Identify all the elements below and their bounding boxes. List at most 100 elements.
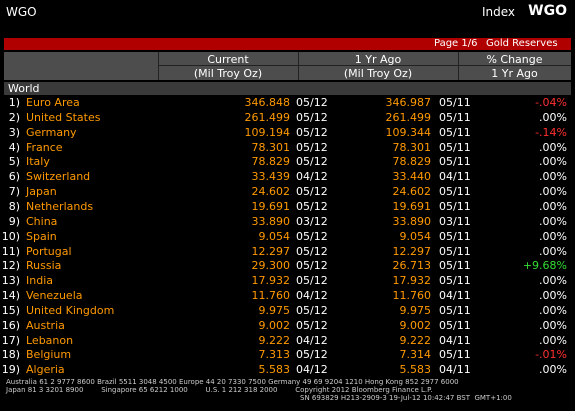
column-title: % Change <box>486 53 543 66</box>
year-ago-date: 05/11 <box>439 125 471 139</box>
percent-change: .00% <box>539 155 567 169</box>
year-ago-date: 05/11 <box>439 110 471 124</box>
year-ago-date: 05/11 <box>439 244 471 258</box>
percent-change: .00% <box>539 140 567 154</box>
current-date: 05/12 <box>296 110 328 124</box>
row-number: 14) <box>1 289 20 303</box>
row-number: 19) <box>1 363 20 377</box>
current-date: 03/12 <box>296 214 328 228</box>
divider <box>458 52 459 80</box>
current-value: 17.932 <box>251 274 291 288</box>
current-value: 5.583 <box>258 363 291 377</box>
year-ago-date: 04/11 <box>439 170 471 184</box>
year-ago-date: 05/11 <box>439 318 471 332</box>
percent-change: .00% <box>539 244 567 258</box>
year-ago-value: 26.713 <box>392 259 432 273</box>
current-date: 05/12 <box>296 274 328 288</box>
current-date: 05/12 <box>296 185 328 199</box>
row-number: 13) <box>1 274 20 288</box>
divider <box>298 52 299 80</box>
column-unit: (Mil Troy Oz) <box>343 67 413 80</box>
country: United States <box>26 110 101 124</box>
year-ago-date: 05/11 <box>439 229 471 243</box>
year-ago-date: 05/11 <box>439 185 471 199</box>
percent-change: .00% <box>539 110 567 124</box>
percent-change: .00% <box>539 333 567 347</box>
current-date: 04/12 <box>296 333 328 347</box>
current-date: 04/12 <box>296 170 328 184</box>
current-date: 04/12 <box>296 289 328 303</box>
footer-line: SN 693829 H213-2909-3 19-Jul-12 10:42:47… <box>300 394 512 402</box>
year-ago-value: 78.301 <box>392 140 432 154</box>
country: Austria <box>26 318 65 332</box>
percent-change: .00% <box>539 289 567 303</box>
year-ago-value: 109.344 <box>385 125 432 139</box>
row-number: 2) <box>8 110 20 124</box>
country: India <box>26 274 53 288</box>
ticker-left: WGO <box>6 5 37 19</box>
row-number: 4) <box>8 140 20 154</box>
footer-line: Japan 81 3 3201 8900 Singapore 65 6212 1… <box>6 386 433 394</box>
year-ago-date: 05/11 <box>439 259 471 273</box>
current-value: 78.829 <box>251 155 291 169</box>
country: Italy <box>26 155 50 169</box>
percent-change: .00% <box>539 318 567 332</box>
year-ago-date: 04/11 <box>439 289 471 303</box>
current-value: 78.301 <box>251 140 291 154</box>
country: Spain <box>26 229 57 243</box>
current-value: 24.602 <box>251 185 291 199</box>
current-value: 33.890 <box>251 214 291 228</box>
ticker-right: WGO <box>528 3 567 19</box>
row-number: 3) <box>8 125 20 139</box>
country: Euro Area <box>26 96 80 109</box>
current-value: 9.222 <box>258 333 291 347</box>
percent-change: .00% <box>539 199 567 213</box>
country: Netherlands <box>26 199 94 213</box>
current-date: 05/12 <box>296 318 328 332</box>
current-value: 12.297 <box>251 244 291 258</box>
current-value: 11.760 <box>251 289 291 303</box>
year-ago-value: 33.440 <box>392 170 432 184</box>
country: Germany <box>26 125 77 139</box>
year-ago-date: 04/11 <box>439 333 471 347</box>
current-value: 33.439 <box>251 170 291 184</box>
country: Japan <box>26 185 57 199</box>
percent-change: .00% <box>539 274 567 288</box>
current-value: 346.848 <box>244 96 291 109</box>
country: Portugal <box>26 244 72 258</box>
divider <box>158 65 571 66</box>
group-row <box>4 82 571 95</box>
current-value: 9.054 <box>258 229 291 243</box>
row-number: 17) <box>1 333 20 347</box>
year-ago-date: 04/11 <box>439 363 471 377</box>
country: Venezuela <box>26 289 83 303</box>
percent-change: .00% <box>539 363 567 377</box>
row-number: 11) <box>1 244 20 258</box>
year-ago-value: 7.314 <box>399 348 432 362</box>
current-date: 05/12 <box>296 244 328 258</box>
percent-change: .00% <box>539 185 567 199</box>
column-title: Current <box>207 53 249 66</box>
current-date: 05/12 <box>296 259 328 273</box>
year-ago-value: 24.602 <box>392 185 432 199</box>
year-ago-value: 78.829 <box>392 155 432 169</box>
country: United Kingdom <box>26 303 115 317</box>
row-number: 16) <box>1 318 20 332</box>
year-ago-value: 5.583 <box>399 363 432 377</box>
year-ago-date: 05/11 <box>439 140 471 154</box>
current-value: 29.300 <box>251 259 291 273</box>
row-number: 9) <box>8 214 20 228</box>
current-value: 261.499 <box>244 110 291 124</box>
row-number: 15) <box>1 303 20 317</box>
year-ago-date: 05/11 <box>439 96 471 109</box>
column-unit: (Mil Troy Oz) <box>193 67 263 80</box>
year-ago-value: 19.691 <box>392 199 432 213</box>
country: Switzerland <box>26 170 91 184</box>
country: France <box>26 140 63 154</box>
row-number: 1) <box>8 96 20 109</box>
footer-line: Australia 61 2 9777 8600 Brazil 5511 304… <box>6 378 459 386</box>
current-date: 05/12 <box>296 125 328 139</box>
year-ago-value: 33.890 <box>392 214 432 228</box>
row-number: 8) <box>8 199 20 213</box>
